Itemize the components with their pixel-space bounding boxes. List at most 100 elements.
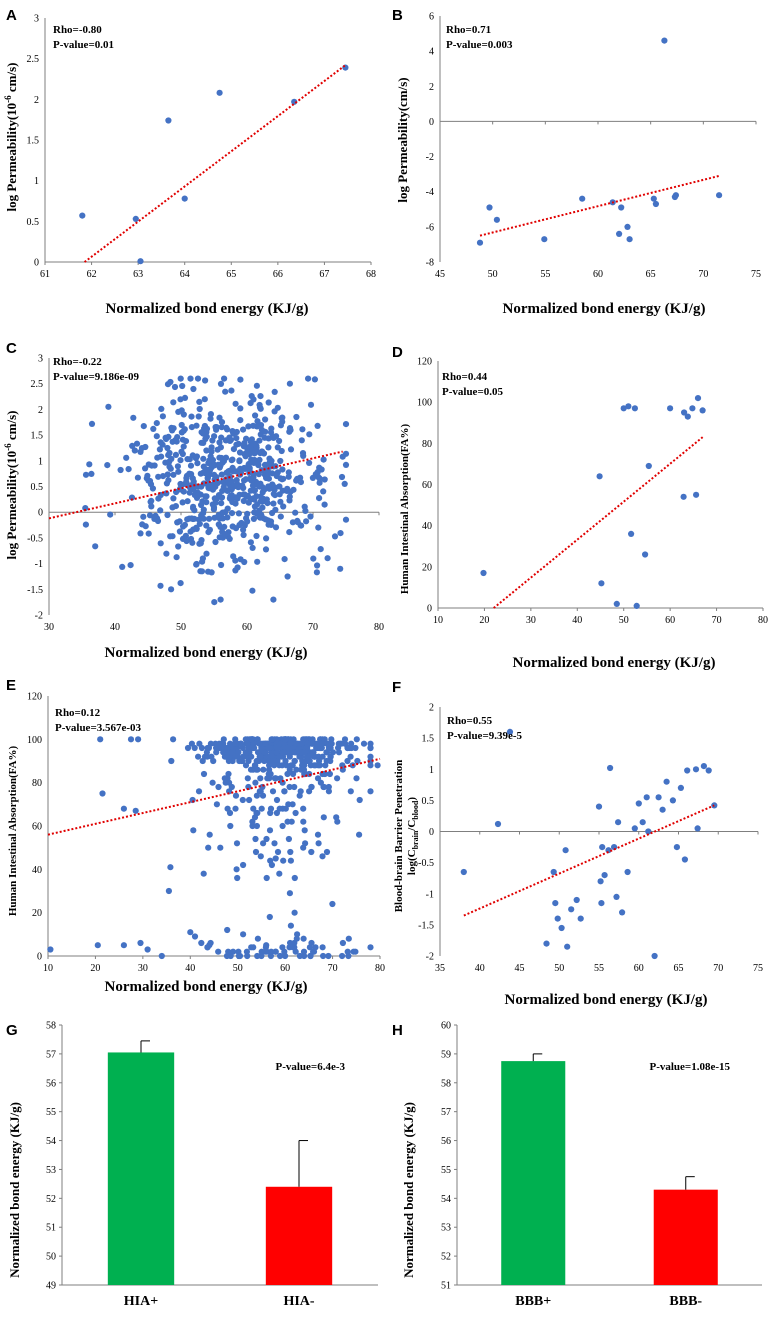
data-point — [313, 740, 320, 747]
x-tick-label: 60 — [280, 963, 290, 974]
data-point — [150, 425, 157, 432]
data-point — [278, 447, 285, 455]
data-point — [367, 753, 374, 760]
panel-c: C 30 40 50 60 70 80 -2 -1.5 -1 -0.5 0 0.5 1 1.5 2 2.5 3 … — [0, 335, 384, 665]
data-point — [187, 375, 194, 382]
data-point — [203, 550, 210, 557]
data-point — [285, 473, 292, 480]
data-point — [287, 857, 294, 864]
data-point — [256, 513, 263, 520]
data-point — [277, 457, 284, 465]
data-point — [188, 471, 195, 478]
data-point — [356, 831, 363, 838]
data-point — [249, 587, 256, 594]
data-point — [279, 762, 286, 769]
data-point — [288, 818, 295, 825]
data-point — [260, 840, 267, 847]
data-point — [323, 757, 330, 765]
data-point — [558, 924, 565, 932]
data-point — [227, 740, 234, 747]
y-tick-label: 51 — [441, 1281, 451, 1292]
data-point — [568, 906, 575, 913]
x-axis-label: Normalized bond energy (KJ/g) — [513, 655, 716, 671]
panel-label: C — [6, 340, 17, 357]
data-point — [177, 375, 184, 382]
data-point — [316, 479, 323, 486]
data-point — [270, 596, 277, 603]
data-point — [245, 423, 252, 430]
data-point — [257, 393, 264, 400]
data-point — [132, 215, 139, 222]
x-tick-label: 67 — [319, 269, 329, 280]
data-point — [221, 375, 228, 382]
data-point — [321, 476, 328, 483]
data-point — [176, 528, 183, 535]
y-tick-label: -1.5 — [418, 920, 434, 931]
data-point — [253, 382, 260, 389]
data-point — [249, 482, 257, 489]
data-point — [201, 753, 209, 760]
data-point — [263, 874, 270, 882]
scatter-chart-e: E 10 20 30 40 50 60 70 80 0 20 40 60 80 100 120 Rho=0.… — [6, 677, 385, 995]
data-point — [292, 809, 299, 817]
bar-chart-g: G 49 50 51 52 53 54 55 56 57 58 HIA+ HIA- P-value=… — [6, 1021, 378, 1309]
data-point — [132, 807, 139, 814]
data-point — [598, 900, 605, 907]
data-point — [193, 525, 200, 532]
data-point — [305, 375, 312, 382]
data-point — [234, 874, 241, 882]
x-tick-label: 62 — [87, 269, 97, 280]
data-point — [201, 422, 208, 430]
data-point — [165, 887, 172, 895]
data-point — [129, 442, 136, 449]
y-tick-label: 54 — [441, 1194, 451, 1205]
data-point — [215, 783, 222, 791]
data-point — [296, 740, 303, 747]
data-point — [300, 805, 307, 812]
data-point — [291, 909, 298, 916]
data-point — [335, 740, 342, 747]
y-tick-label: 57 — [441, 1107, 451, 1118]
data-point — [250, 422, 257, 429]
y-tick-label: 0 — [38, 508, 43, 519]
data-point — [79, 212, 86, 219]
data-point — [164, 511, 171, 519]
data-point — [313, 569, 320, 576]
data-point — [595, 803, 603, 810]
x-tick-label: 80 — [374, 622, 384, 633]
x-tick-label: 65 — [226, 269, 236, 280]
data-point — [249, 544, 256, 551]
data-point — [334, 818, 341, 825]
data-point — [353, 736, 360, 743]
data-point — [166, 449, 173, 457]
y-tick-label: -1 — [35, 559, 43, 570]
category-label: BBB+ — [515, 1294, 551, 1309]
data-point — [134, 474, 141, 481]
data-point — [276, 437, 283, 445]
x-tick-label: 50 — [176, 622, 186, 633]
data-point — [681, 856, 688, 863]
data-point — [211, 599, 218, 606]
data-point — [327, 744, 334, 752]
data-point — [253, 792, 260, 799]
data-point — [301, 749, 308, 756]
y-tick-label: 0 — [37, 952, 42, 963]
data-point — [212, 538, 219, 546]
data-point — [261, 434, 268, 441]
x-tick-label: 64 — [180, 269, 190, 280]
data-point — [88, 420, 96, 427]
data-point — [342, 461, 350, 468]
data-point — [694, 395, 702, 402]
data-point — [224, 487, 231, 494]
data-point — [167, 864, 174, 871]
data-point — [152, 512, 159, 519]
data-point — [354, 757, 361, 765]
data-point — [272, 855, 279, 862]
data-point — [250, 396, 257, 403]
data-point — [314, 422, 321, 429]
data-point — [205, 529, 212, 536]
data-point — [324, 749, 331, 756]
data-point — [203, 447, 210, 454]
data-point — [199, 558, 206, 565]
data-point — [175, 468, 182, 475]
